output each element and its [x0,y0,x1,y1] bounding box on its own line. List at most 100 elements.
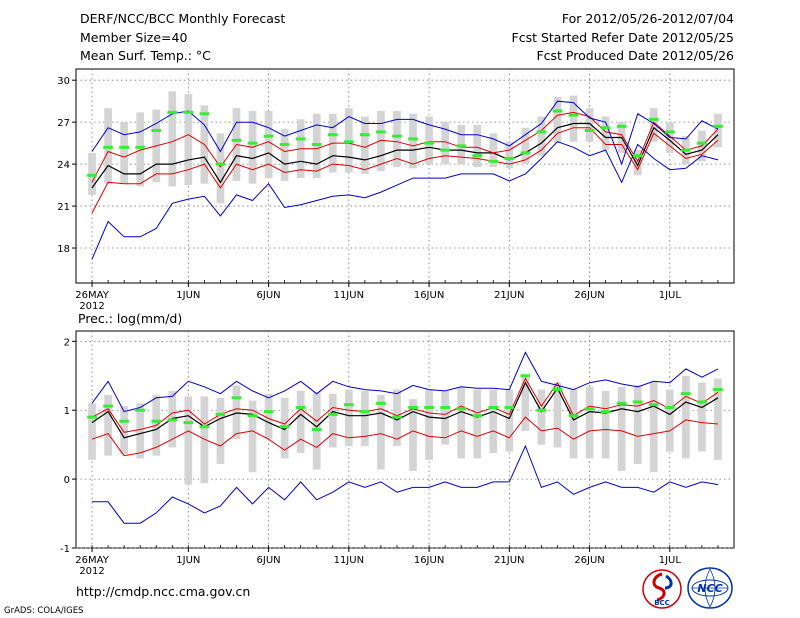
spread-box [682,375,690,459]
spread-box [473,124,482,167]
spread-box [120,122,128,184]
forecast-period-label: For 2012/05/26-2012/07/04 [561,11,734,26]
spread-box [120,406,128,455]
spread-box [168,91,177,187]
spread-box [425,389,433,460]
started-refer-label: Fcst Started Refer Date 2012/05/25 [511,30,735,45]
y-tick-label: -1 [60,544,70,555]
spread-box [569,95,578,142]
spread-box [216,133,225,204]
spread-box [200,396,209,484]
variable-label: Mean Surf. Temp.: °C [80,48,211,63]
bcc-logo: BCC [642,569,682,609]
spread-box [473,389,482,459]
spread-box [441,390,449,445]
plot-frame [75,68,735,284]
spread-box [649,381,658,473]
spread-box [665,389,674,452]
x-tick-label: 6JUN [257,290,281,301]
spread-box [409,399,417,471]
spread-box [393,110,401,167]
y-tick-label: 27 [57,118,70,129]
series-line-lower [91,416,719,457]
x-tick-label: 1JUN [176,555,200,566]
y-tick-label: 0 [64,475,70,486]
spread-box [441,122,449,165]
spread-box [505,389,514,452]
bcc-logo-text: BCC [654,599,670,607]
spread-box [585,108,594,142]
x-year-label: 2012 [79,301,104,312]
grads-credit: GrADS: COLA/IGES [4,606,84,616]
spread-box [649,108,658,142]
x-tick-label: 21JUN [494,290,524,301]
spread-box [136,403,145,459]
spread-box [377,110,385,172]
x-tick-label: 1JUN [176,290,200,301]
x-tick-label: 1JUL [659,290,682,301]
spread-box [489,389,498,453]
spread-box [104,395,112,456]
x-tick-label: 21JUN [494,555,524,566]
spread-box [409,113,417,169]
spread-box [361,116,369,174]
spread-box [264,110,273,179]
spread-box [361,390,369,447]
series-line-upper [91,111,719,183]
spread-box [136,112,145,187]
y-tick-label: 1 [64,406,70,417]
spread-box [553,96,562,144]
x-tick-label: 11JUN [334,290,364,301]
spread-box [505,141,514,169]
spread-box [264,393,273,440]
spread-box [280,129,289,181]
y-tick-label: 2 [64,337,70,348]
series-line-upper [91,377,719,433]
spread-box [521,127,530,165]
spread-box [216,397,225,464]
spread-box [184,94,193,186]
series-line-max [91,100,719,166]
spread-box [521,375,530,431]
plot-area [87,91,723,260]
spread-box [88,403,96,460]
spread-box [585,386,594,459]
x-year-label: 2012 [79,566,104,577]
series-line-min [91,141,719,260]
spread-box [232,385,241,440]
footer-url[interactable]: http://cmdp.ncc.cma.gov.cn [76,584,251,599]
spread-box [569,389,578,459]
spread-box [248,400,257,473]
series-line-max [91,351,719,413]
x-tick-label: 26MAY [75,290,109,301]
spread-box [328,393,337,448]
spread-box [537,116,546,156]
spread-box [184,396,193,485]
series-line-min [92,444,719,524]
spread-box [601,116,610,151]
spread-box [537,389,546,445]
ncc-logo: NCC [687,567,733,609]
y-tick-label: 18 [57,244,70,255]
plot-area [87,351,723,524]
x-tick-label: 26JUN [574,555,604,566]
x-tick-label: 11JUN [334,555,364,566]
spread-box [296,390,305,453]
precip-panel-title: Prec.: log(mm/d) [78,311,182,326]
spread-box [489,133,498,167]
x-tick-label: 1JUL [659,555,682,566]
y-tick-label: 21 [57,202,70,213]
x-tick-label: 26JUN [574,290,604,301]
spread-box [457,386,466,459]
spread-box [425,116,433,165]
figure-title: DERF/NCC/BCC Monthly Forecast [80,11,286,26]
spread-box [377,395,385,470]
spread-box [344,389,353,447]
y-tick-label: 24 [57,160,70,171]
spread-box [633,150,642,176]
member-size-label: Member Size=40 [80,30,188,45]
ncc-logo-text: NCC [697,582,722,595]
temperature-panel: 18 21 24 27 30 26MAY 1JUN 6JUN 11JUN 16JUN 21JUN 26… [57,68,735,312]
